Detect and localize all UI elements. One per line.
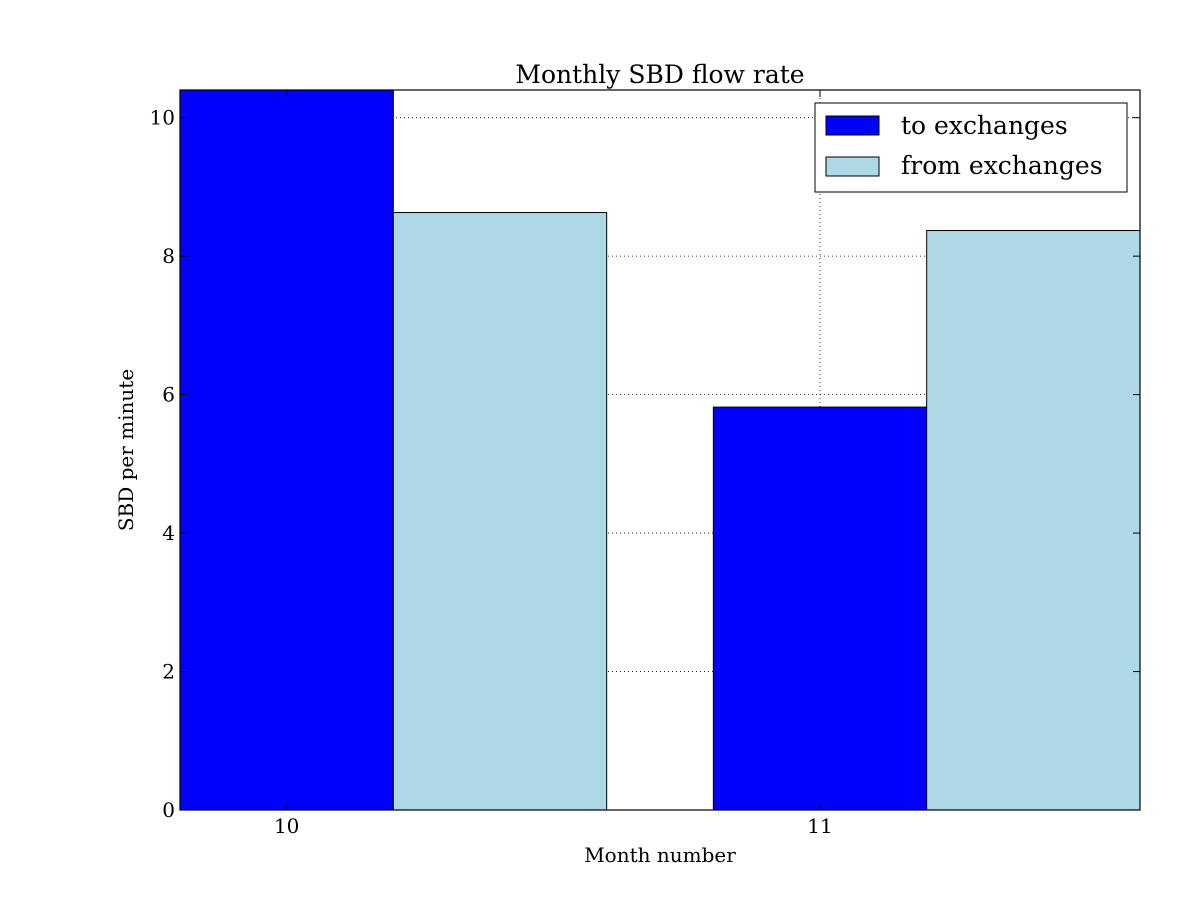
bar-to-exchanges-10 <box>179 89 394 811</box>
bar-from-exchanges-11 <box>926 230 1141 811</box>
y-tick-label-4: 4 <box>162 521 175 545</box>
legend: to exchanges from exchanges <box>814 102 1128 193</box>
y-tick-label-2: 2 <box>162 660 175 684</box>
chart-title: Monthly SBD flow rate <box>515 60 804 89</box>
x-tick-label-11: 11 <box>807 814 832 838</box>
y-tick-label-6: 6 <box>162 383 175 407</box>
x-tick-label-10: 10 <box>274 814 299 838</box>
x-axis-label: Month number <box>584 843 736 867</box>
legend-swatch-to-exchanges <box>825 115 880 136</box>
bar-to-exchanges-11 <box>712 406 928 811</box>
legend-label-to-exchanges: to exchanges <box>901 111 1068 140</box>
bar-from-exchanges-10 <box>392 212 608 811</box>
legend-label-from-exchanges: from exchanges <box>901 151 1103 180</box>
y-tick-label-10: 10 <box>150 106 175 130</box>
bars <box>179 89 1141 811</box>
axis-ticks: 0 2 4 6 8 10 10 11 <box>150 90 1140 838</box>
y-tick-label-0: 0 <box>162 798 175 822</box>
plot-frame <box>179 89 1141 811</box>
y-axis-label: SBD per minute <box>114 369 138 531</box>
legend-swatch-from-exchanges <box>825 156 880 177</box>
y-tick-label-8: 8 <box>162 244 175 268</box>
